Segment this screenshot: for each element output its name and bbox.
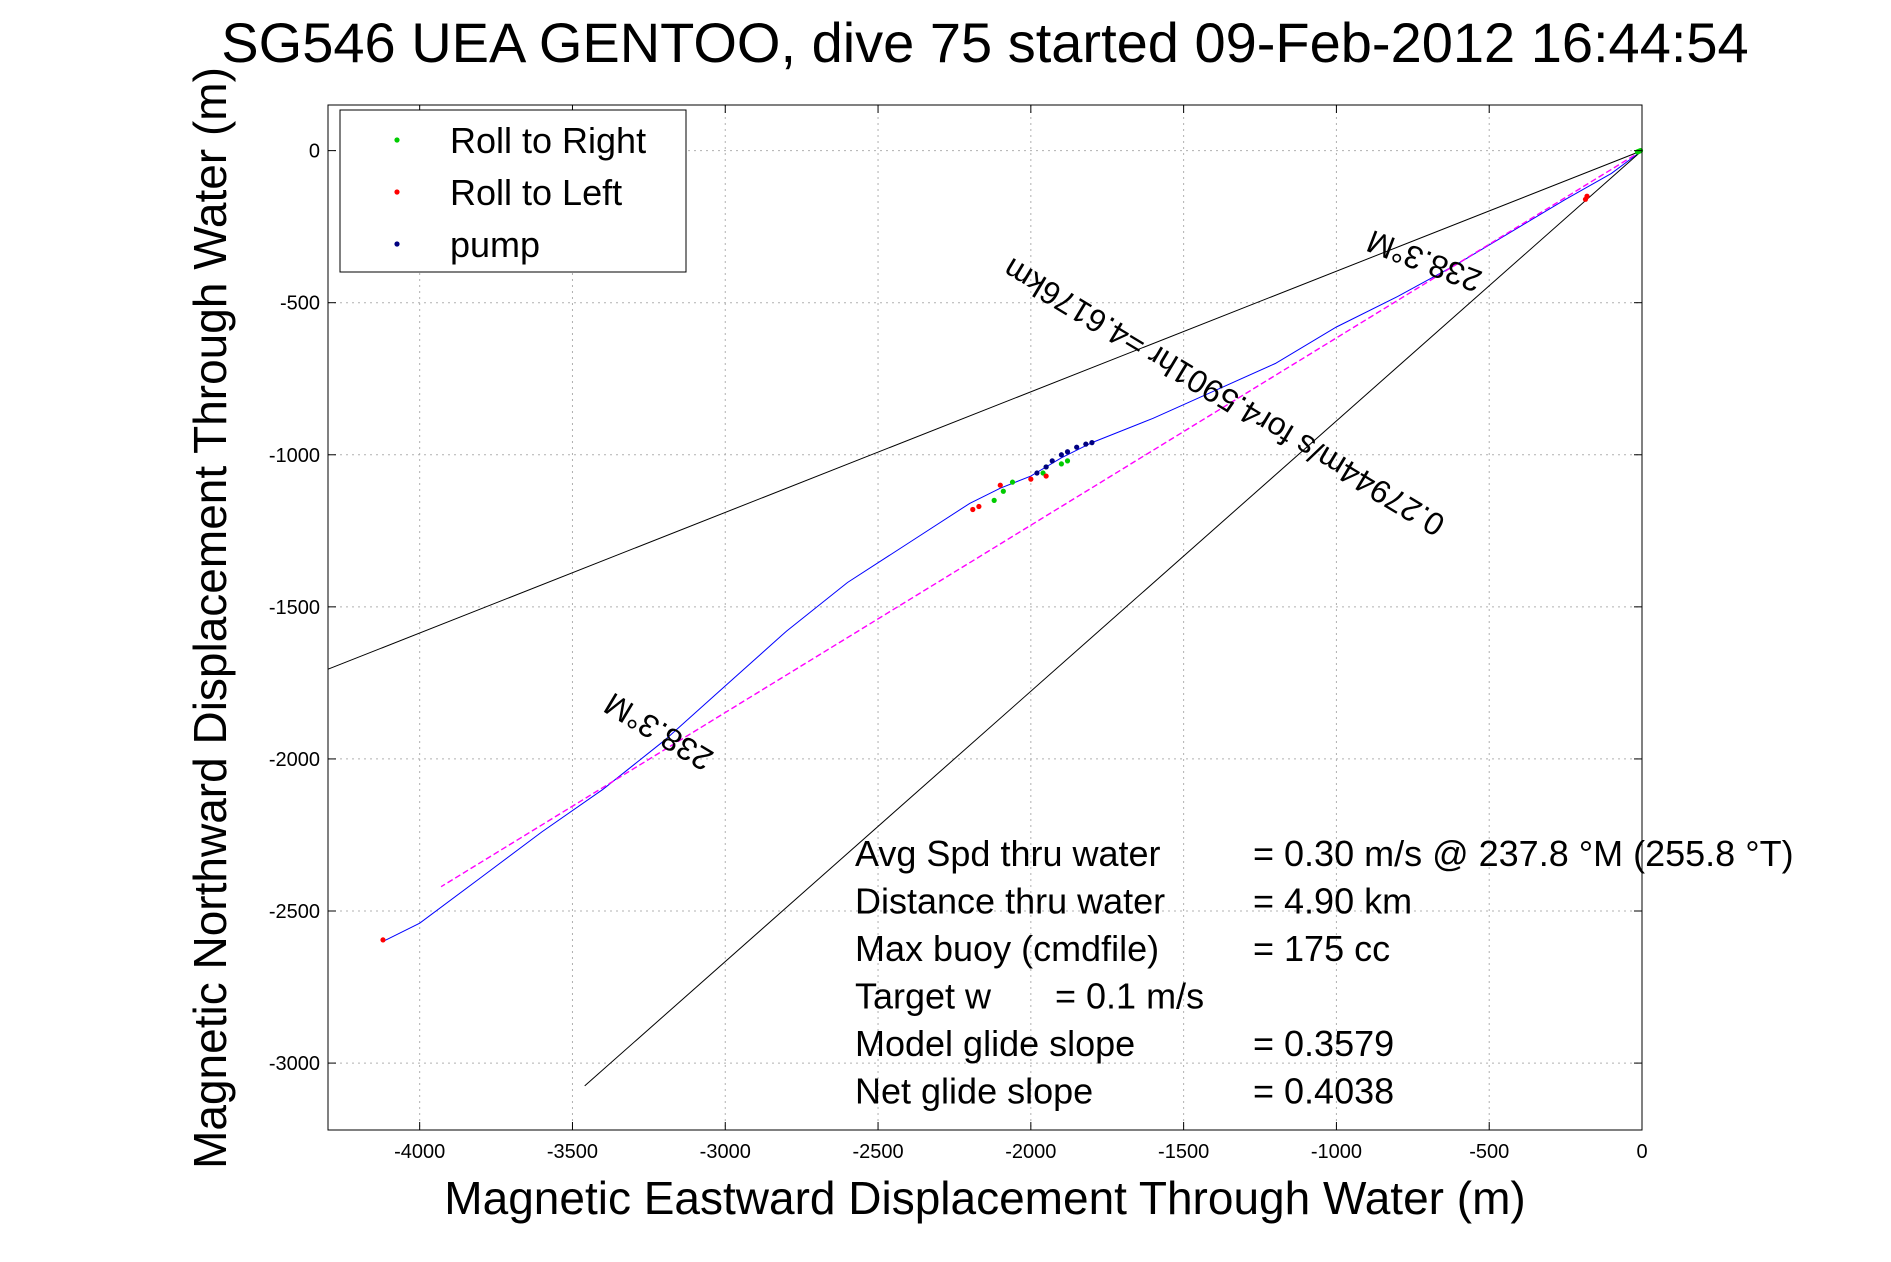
axis-ticks: -4000 -3500 -3000 -2500 -2000 -1500 -1000 -500 0… [269, 105, 1648, 1163]
stat-value: = 0.30 m/s @ 237.8 °M (255.8 °T) [1253, 833, 1794, 874]
roll-left-point [997, 482, 1003, 488]
stat-value: = 0.4038 [1253, 1071, 1394, 1112]
cone-upper-line [327, 150, 1643, 670]
pump-point [1034, 470, 1040, 476]
stat-label: Target w [855, 976, 992, 1017]
legend-marker [394, 189, 400, 195]
stat-label: Max buoy (cmdfile) [855, 928, 1159, 969]
stat-label: Distance thru water [855, 881, 1165, 922]
pump-point [1083, 441, 1089, 447]
roll-left-point [970, 506, 976, 513]
y-axis-label: Magnetic Northward Displacement Through … [184, 67, 236, 1169]
roll-right-point [1064, 458, 1071, 464]
pump-point [1089, 440, 1095, 446]
roll-left-point [1028, 476, 1034, 482]
pump-point [1074, 444, 1080, 450]
y-tick-label: -3000 [269, 1053, 320, 1075]
stat-value: = 4.90 km [1253, 881, 1412, 922]
roll-left-point [1043, 473, 1049, 479]
stats-block: Avg Spd thru water = 0.30 m/s @ 237.8 °M … [855, 833, 1794, 1112]
roll-right-point [1000, 488, 1006, 494]
x-tick-label: -1000 [1311, 1141, 1362, 1163]
x-axis-label: Magnetic Eastward Displacement Through W… [444, 1172, 1525, 1224]
pump-point [1058, 452, 1064, 458]
legend-marker [394, 241, 400, 247]
plot-frame [327, 104, 1643, 1131]
roll-right-point [1058, 461, 1064, 467]
chart-title: SG546 UEA GENTOO, dive 75 started 09-Feb… [221, 11, 1748, 74]
y-tick-label: -1000 [269, 445, 320, 467]
roll-right-point [1634, 149, 1641, 155]
pump-point [1049, 458, 1055, 464]
track-line [382, 150, 1643, 942]
roll-left-point [1582, 196, 1589, 202]
x-tick-label: 0 [1636, 1141, 1647, 1163]
stat-label: Avg Spd thru water [855, 833, 1161, 874]
x-tick-label: -3500 [547, 1141, 598, 1163]
x-tick-label: -2500 [852, 1141, 903, 1163]
stat-value: = 0.1 m/s [1055, 976, 1204, 1017]
stat-value: = 0.3579 [1253, 1023, 1394, 1064]
y-tick-label: 0 [309, 141, 320, 163]
roll-right-point [991, 497, 997, 504]
legend-label: Roll to Left [450, 172, 622, 213]
x-tick-label: -4000 [394, 1141, 445, 1163]
legend-marker [394, 137, 400, 143]
pump-point [1064, 449, 1071, 455]
roll-left-point [380, 937, 386, 943]
legend-label: pump [450, 224, 540, 265]
plot-series [327, 148, 1644, 1087]
y-tick-label: -2000 [269, 749, 320, 771]
pump-point [1043, 464, 1049, 470]
stat-value: = 175 cc [1253, 928, 1390, 969]
legend-label: Roll to Right [450, 120, 646, 161]
y-tick-label: -500 [280, 293, 320, 315]
legend: Roll to Right Roll to Left pump [339, 109, 687, 273]
stat-label: Net glide slope [855, 1071, 1093, 1112]
y-tick-label: -1500 [269, 597, 320, 619]
x-tick-label: -3000 [700, 1141, 751, 1163]
roll-left-point [976, 503, 982, 510]
mean-track-line [440, 150, 1643, 888]
stat-label: Model glide slope [855, 1023, 1135, 1064]
roll-right-point [1009, 479, 1016, 485]
cone-lower-line [584, 150, 1643, 1087]
x-tick-label: -2000 [1005, 1141, 1056, 1163]
x-tick-label: -1500 [1158, 1141, 1209, 1163]
y-tick-label: -2500 [269, 901, 320, 923]
x-tick-label: -500 [1469, 1141, 1509, 1163]
